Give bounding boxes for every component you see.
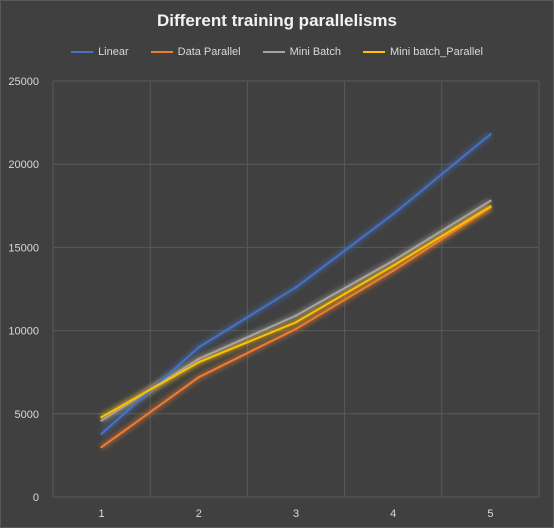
data-point-mini-batch-parallel [295,321,297,323]
x-tick-label: 3 [293,508,299,520]
y-tick-label: 0 [33,492,39,504]
data-point-mini-batch-parallel [489,205,491,207]
data-point-mini-batch [489,200,491,202]
data-point-mini-batch [100,419,102,421]
x-tick-label: 4 [390,508,396,520]
x-tick-label: 5 [487,508,493,520]
x-tick-label: 1 [99,508,105,520]
data-point-linear [100,433,102,435]
data-point-linear [489,133,491,135]
series-glow [102,134,491,434]
data-point-data-parallel [392,269,394,271]
y-tick-label: 5000 [15,409,39,421]
x-tick-label: 2 [196,508,202,520]
y-tick-label: 15000 [8,242,39,254]
data-point-mini-batch [392,260,394,262]
y-tick-label: 10000 [8,326,39,338]
data-point-linear [198,346,200,348]
data-point-linear [295,286,297,288]
data-point-data-parallel [198,376,200,378]
data-point-mini-batch-parallel [392,265,394,267]
y-tick-label: 25000 [8,76,39,88]
data-point-mini-batch [295,314,297,316]
data-point-data-parallel [100,446,102,448]
data-point-mini-batch-parallel [100,416,102,418]
data-point-mini-batch [198,358,200,360]
y-tick-label: 20000 [8,159,39,171]
data-point-data-parallel [295,328,297,330]
data-point-mini-batch-parallel [198,361,200,363]
data-point-linear [392,213,394,215]
